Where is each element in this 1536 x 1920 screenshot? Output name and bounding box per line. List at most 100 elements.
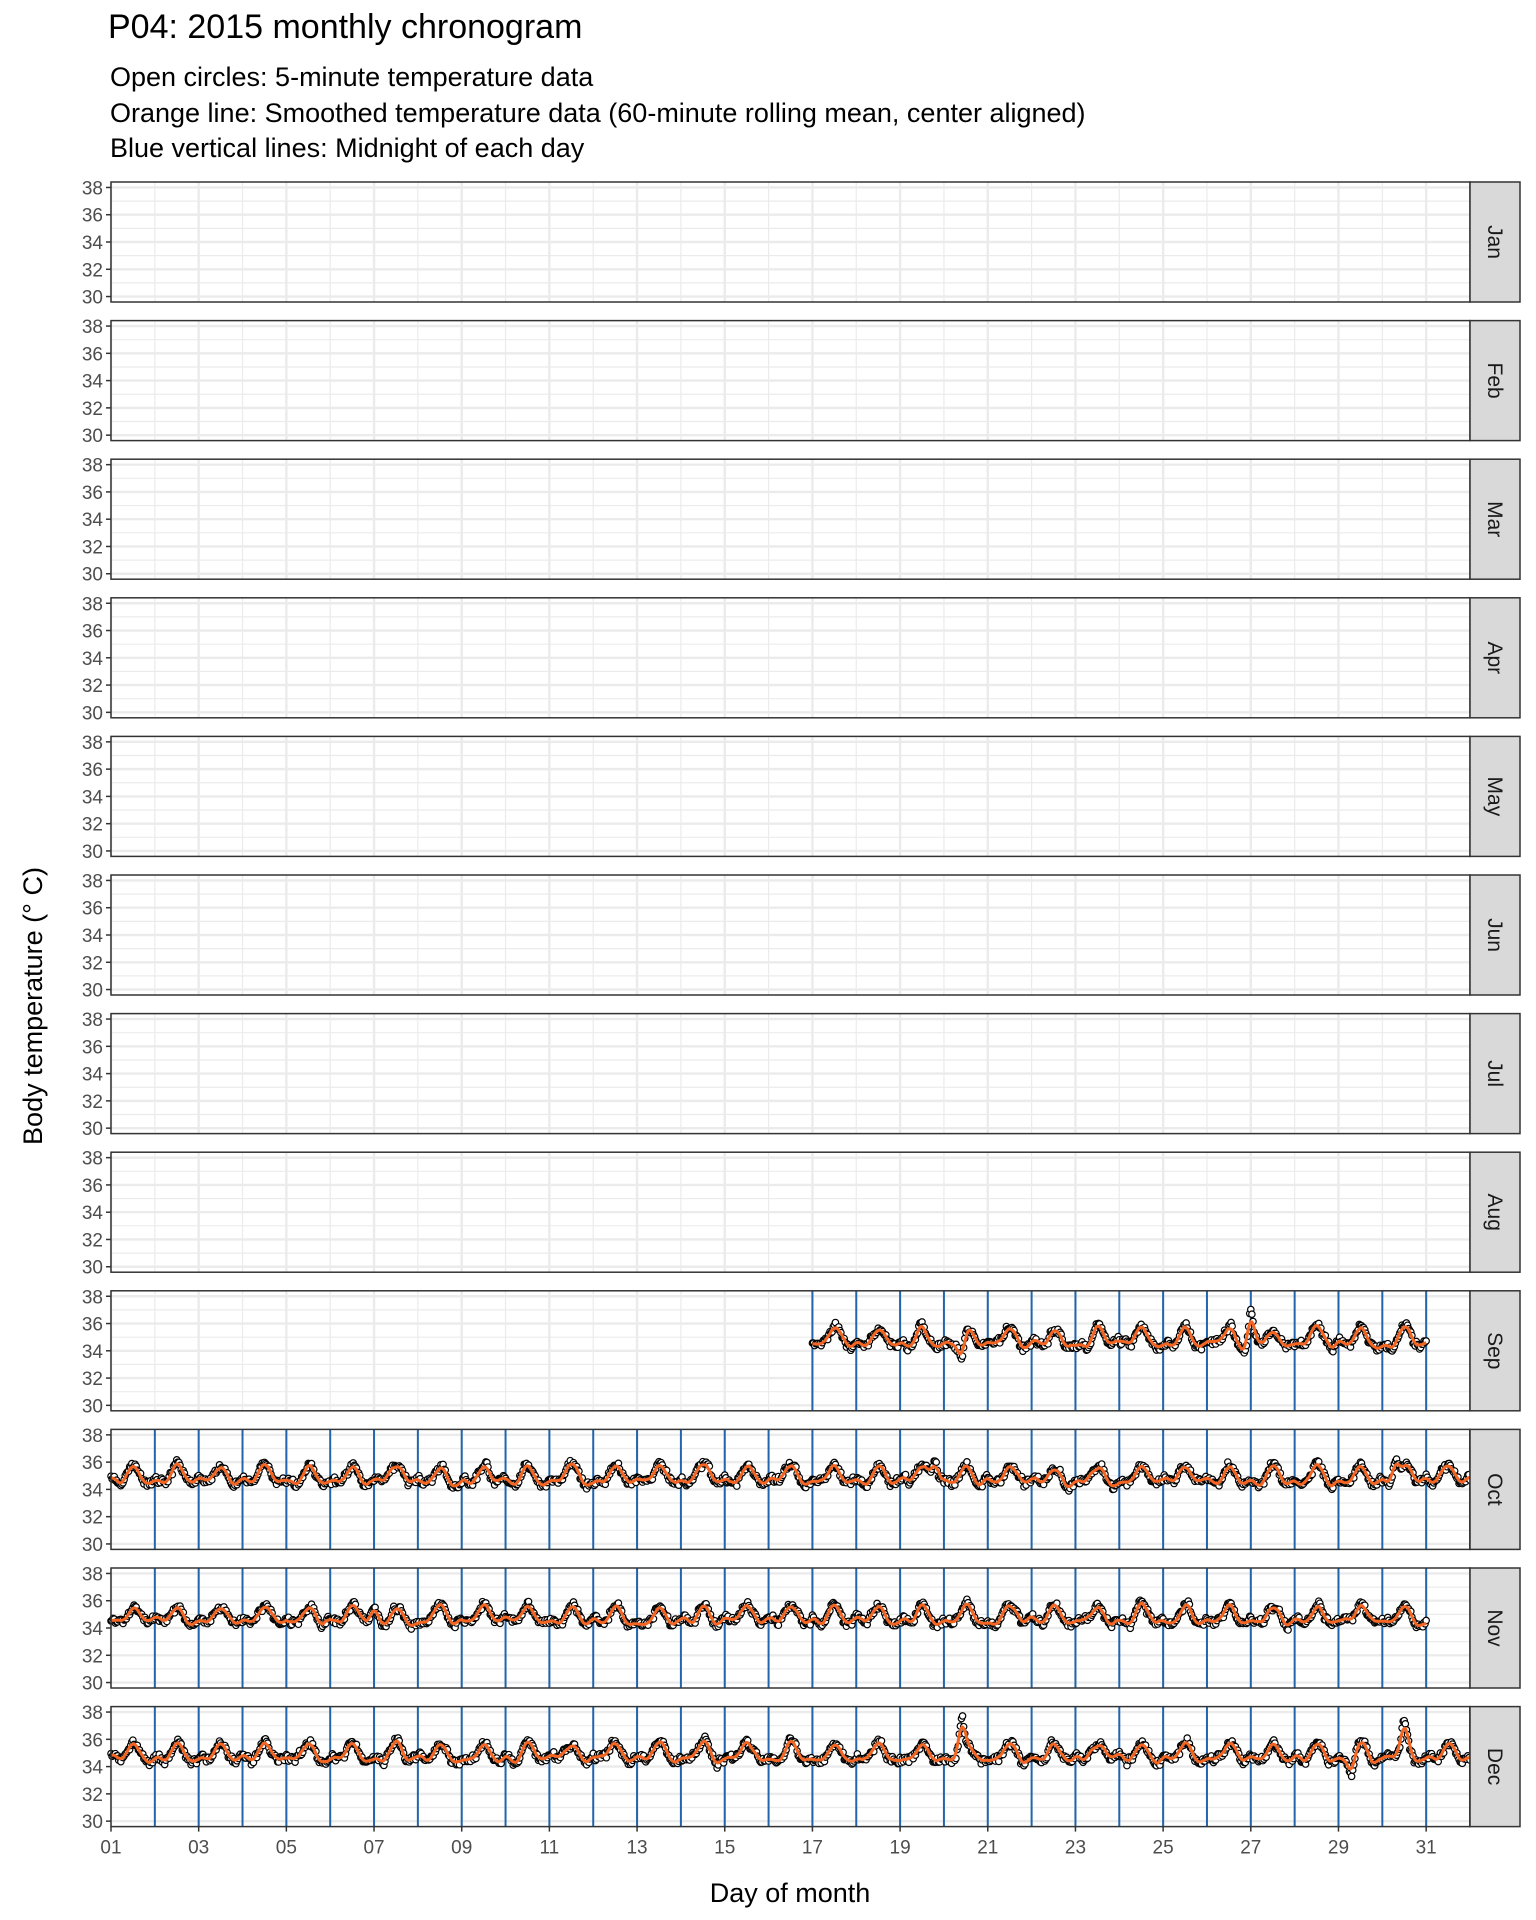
y-tick-label: 32 (82, 260, 103, 281)
y-tick-label: 30 (82, 1396, 103, 1417)
y-tick-label: 34 (82, 1203, 104, 1224)
facet-panel-oct: Oct 30 32 34 36 38 (82, 1426, 1521, 1556)
temperature-point (1284, 1626, 1292, 1634)
y-tick-label: 30 (82, 426, 103, 447)
y-tick-label: 30 (82, 981, 103, 1002)
facet-label: Feb (1483, 363, 1506, 399)
y-tick-label: 38 (82, 594, 103, 615)
facet-panel-jan: Jan 30 32 34 36 38 (82, 178, 1521, 309)
y-tick-label: 34 (82, 1480, 104, 1501)
facet-panel-nov: Nov 30 32 34 36 38 (82, 1564, 1521, 1695)
y-tick-label: 38 (82, 1010, 103, 1031)
facet-strip (1469, 597, 1521, 719)
facet-panel-sep: Sep 30 32 34 36 38 (82, 1287, 1521, 1417)
y-tick-label: 38 (82, 317, 103, 338)
y-tick-label: 30 (82, 1119, 103, 1140)
temperature-point (932, 1458, 941, 1466)
facet-strip (1469, 1012, 1521, 1135)
y-tick-label: 32 (82, 1230, 103, 1251)
y-tick-label: 32 (82, 537, 103, 558)
y-tick-label: 32 (82, 1508, 103, 1529)
facet-label: May (1483, 777, 1506, 817)
y-tick-label: 38 (82, 1149, 103, 1170)
facet-strip (1469, 1151, 1521, 1273)
y-tick-label: 30 (82, 703, 103, 724)
y-tick-label: 38 (82, 1564, 103, 1585)
facet-label: Aug (1483, 1194, 1506, 1231)
y-tick-label: 32 (82, 399, 103, 420)
subtitle-blue-lines: Blue vertical lines: Midnight of each da… (110, 133, 585, 163)
y-tick-label: 32 (82, 1646, 103, 1667)
subtitle-orange-line: Orange line: Smoothed temperature data (… (110, 98, 1086, 128)
y-tick-label: 36 (82, 1592, 103, 1613)
y-tick-label: 32 (82, 953, 103, 974)
y-tick-label: 34 (82, 1619, 104, 1640)
y-tick-label: 30 (82, 288, 103, 309)
y-tick-label: 32 (82, 676, 103, 697)
y-tick-label: 36 (82, 1453, 103, 1474)
y-tick-label: 30 (82, 842, 103, 863)
y-tick-label: 36 (82, 483, 103, 504)
y-tick-label: 36 (82, 1037, 103, 1058)
y-tick-label: 34 (82, 510, 104, 531)
smoothed-line-sep (812, 1320, 1427, 1356)
y-tick-label: 38 (82, 871, 103, 892)
facet-panel-aug: Aug 30 32 34 36 38 (82, 1149, 1521, 1279)
y-tick-label: 36 (82, 1176, 103, 1197)
temperature-point (1248, 1310, 1256, 1319)
facet-panel-jul: Jul 30 32 34 36 38 (82, 1010, 1521, 1140)
y-tick-label: 36 (82, 622, 103, 643)
y-tick-label: 36 (82, 760, 103, 781)
temperature-point (774, 1621, 783, 1630)
y-tick-label: 38 (82, 178, 103, 199)
y-tick-label: 36 (82, 344, 103, 365)
y-tick-label: 34 (82, 1342, 104, 1363)
facet-strip (1469, 1290, 1521, 1412)
facet-label: Jun (1483, 918, 1506, 952)
facet-strip (1469, 181, 1521, 303)
y-tick-label: 38 (82, 1426, 103, 1447)
facet-strip (1469, 458, 1521, 580)
y-tick-label: 34 (82, 1065, 104, 1086)
facet-label: Oct (1483, 1473, 1506, 1506)
facet-strip (1469, 319, 1521, 442)
facet-label: Jan (1483, 225, 1506, 259)
y-tick-label: 32 (82, 815, 103, 836)
y-tick-label: 38 (82, 733, 103, 754)
facet-panel-jun: Jun 30 32 34 36 38 (82, 871, 1521, 1002)
facet-label: Mar (1483, 501, 1506, 537)
y-tick-label: 34 (82, 926, 104, 947)
facet-panel-may: May 30 32 34 36 38 (82, 733, 1521, 863)
y-tick-label: 30 (82, 1674, 103, 1695)
facet-label: Sep (1483, 1332, 1506, 1369)
temperature-point (958, 1712, 967, 1720)
y-tick-label: 34 (82, 649, 104, 670)
temperature-point (1347, 1772, 1356, 1781)
facet-panel-feb: Feb 30 32 34 36 38 (82, 317, 1521, 447)
y-tick-label: 32 (82, 1369, 103, 1390)
y-tick-label: 30 (82, 1535, 103, 1556)
y-tick-label: 36 (82, 1315, 103, 1336)
y-tick-label: 32 (82, 1092, 103, 1113)
facet-strip (1469, 735, 1521, 858)
temperature-point (963, 1457, 971, 1466)
y-tick-label: 34 (82, 372, 104, 393)
y-tick-label: 36 (82, 899, 103, 920)
facet-label: Jul (1483, 1060, 1506, 1087)
facet-label: Apr (1483, 641, 1506, 674)
facet-label: Nov (1483, 1609, 1506, 1647)
temperature-point (1401, 1720, 1410, 1728)
y-tick-label: 34 (82, 233, 104, 254)
y-tick-label: 38 (82, 456, 103, 477)
chart-title: P04: 2015 monthly chronogram (108, 8, 583, 46)
facet-panels: Jan3032343638Feb3032343638Mar3032343638A… (82, 178, 1521, 1859)
y-tick-label: 36 (82, 206, 103, 227)
temperature-point (1127, 1343, 1136, 1351)
subtitle-circles: Open circles: 5-minute temperature data (110, 62, 594, 92)
y-tick-label: 30 (82, 1258, 103, 1279)
facet-strip (1469, 874, 1521, 996)
y-tick-label: 34 (82, 787, 104, 808)
facet-panel-apr: Apr 30 32 34 36 38 (82, 594, 1521, 724)
